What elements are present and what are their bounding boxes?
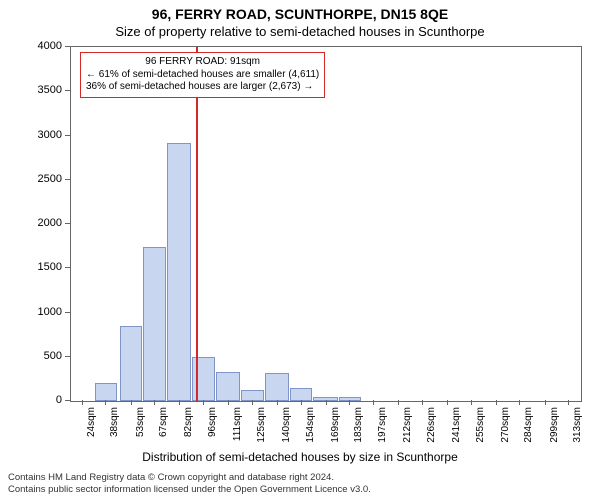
- x-tick: [203, 400, 204, 405]
- x-tick-label: 96sqm: [207, 407, 218, 437]
- histogram-bar: [95, 383, 118, 401]
- x-tick: [373, 400, 374, 405]
- x-tick-label: 299sqm: [549, 407, 560, 443]
- footer-attribution: Contains HM Land Registry data © Crown c…: [8, 472, 592, 496]
- y-tick-label: 4000: [0, 40, 62, 52]
- histogram-bar: [216, 372, 240, 401]
- x-tick: [131, 400, 132, 405]
- x-tick: [496, 400, 497, 405]
- x-tick: [326, 400, 327, 405]
- x-tick-label: 212sqm: [402, 407, 413, 443]
- x-tick-label: 38sqm: [109, 407, 120, 437]
- x-tick: [228, 400, 229, 405]
- x-tick-label: 154sqm: [305, 407, 316, 443]
- footer-line-2: Contains public sector information licen…: [8, 484, 592, 496]
- x-tick: [105, 400, 106, 405]
- y-tick: [65, 90, 70, 91]
- x-tick-label: 111sqm: [232, 407, 243, 441]
- y-tick: [65, 400, 70, 401]
- x-tick-label: 125sqm: [256, 407, 267, 443]
- y-tick: [65, 312, 70, 313]
- x-tick: [545, 400, 546, 405]
- y-tick: [65, 179, 70, 180]
- x-tick: [179, 400, 180, 405]
- footer-line-1: Contains HM Land Registry data © Crown c…: [8, 472, 592, 484]
- histogram-plot: [70, 46, 582, 402]
- x-tick: [422, 400, 423, 405]
- y-tick-label: 1500: [0, 261, 62, 273]
- x-tick-label: 226sqm: [426, 407, 437, 443]
- y-tick: [65, 46, 70, 47]
- y-tick: [65, 223, 70, 224]
- x-tick: [398, 400, 399, 405]
- x-tick-label: 313sqm: [572, 407, 583, 443]
- x-tick: [154, 400, 155, 405]
- x-tick-label: 67sqm: [158, 407, 169, 437]
- y-tick-label: 3500: [0, 84, 62, 96]
- y-tick: [65, 356, 70, 357]
- x-tick: [82, 400, 83, 405]
- page-title: 96, FERRY ROAD, SCUNTHORPE, DN15 8QE: [0, 6, 600, 22]
- x-axis-label: Distribution of semi-detached houses by …: [0, 450, 600, 464]
- histogram-bar: [265, 373, 289, 401]
- x-tick-label: 183sqm: [353, 407, 364, 443]
- y-tick-label: 2500: [0, 173, 62, 185]
- annotation-line: 96 FERRY ROAD: 91sqm: [86, 56, 319, 69]
- histogram-bar: [167, 143, 191, 401]
- x-tick-label: 24sqm: [86, 407, 97, 437]
- x-tick-label: 82sqm: [183, 407, 194, 437]
- histogram-bar: [143, 247, 166, 401]
- x-tick-label: 241sqm: [451, 407, 462, 443]
- x-tick: [519, 400, 520, 405]
- y-tick-label: 2000: [0, 217, 62, 229]
- x-tick: [301, 400, 302, 405]
- y-tick-label: 3000: [0, 129, 62, 141]
- x-tick: [277, 400, 278, 405]
- histogram-bar: [120, 326, 143, 401]
- x-tick-label: 53sqm: [135, 407, 146, 437]
- x-tick-label: 197sqm: [377, 407, 388, 443]
- x-tick: [471, 400, 472, 405]
- x-tick-label: 284sqm: [523, 407, 534, 443]
- y-tick-label: 0: [0, 394, 62, 406]
- x-tick-label: 140sqm: [281, 407, 292, 443]
- y-tick: [65, 135, 70, 136]
- annotation-box: 96 FERRY ROAD: 91sqm← 61% of semi-detach…: [80, 52, 325, 98]
- y-tick-label: 1000: [0, 306, 62, 318]
- annotation-line: ← 61% of semi-detached houses are smalle…: [86, 69, 319, 82]
- y-tick: [65, 267, 70, 268]
- y-tick-label: 500: [0, 350, 62, 362]
- x-tick: [447, 400, 448, 405]
- x-tick: [568, 400, 569, 405]
- x-tick: [349, 400, 350, 405]
- page-subtitle: Size of property relative to semi-detach…: [0, 24, 600, 39]
- x-tick: [252, 400, 253, 405]
- histogram-bar: [290, 388, 313, 401]
- annotation-line: 36% of semi-detached houses are larger (…: [86, 81, 319, 94]
- x-tick-label: 255sqm: [475, 407, 486, 443]
- reference-marker: [196, 47, 198, 401]
- x-tick-label: 270sqm: [500, 407, 511, 443]
- x-tick-label: 169sqm: [330, 407, 341, 443]
